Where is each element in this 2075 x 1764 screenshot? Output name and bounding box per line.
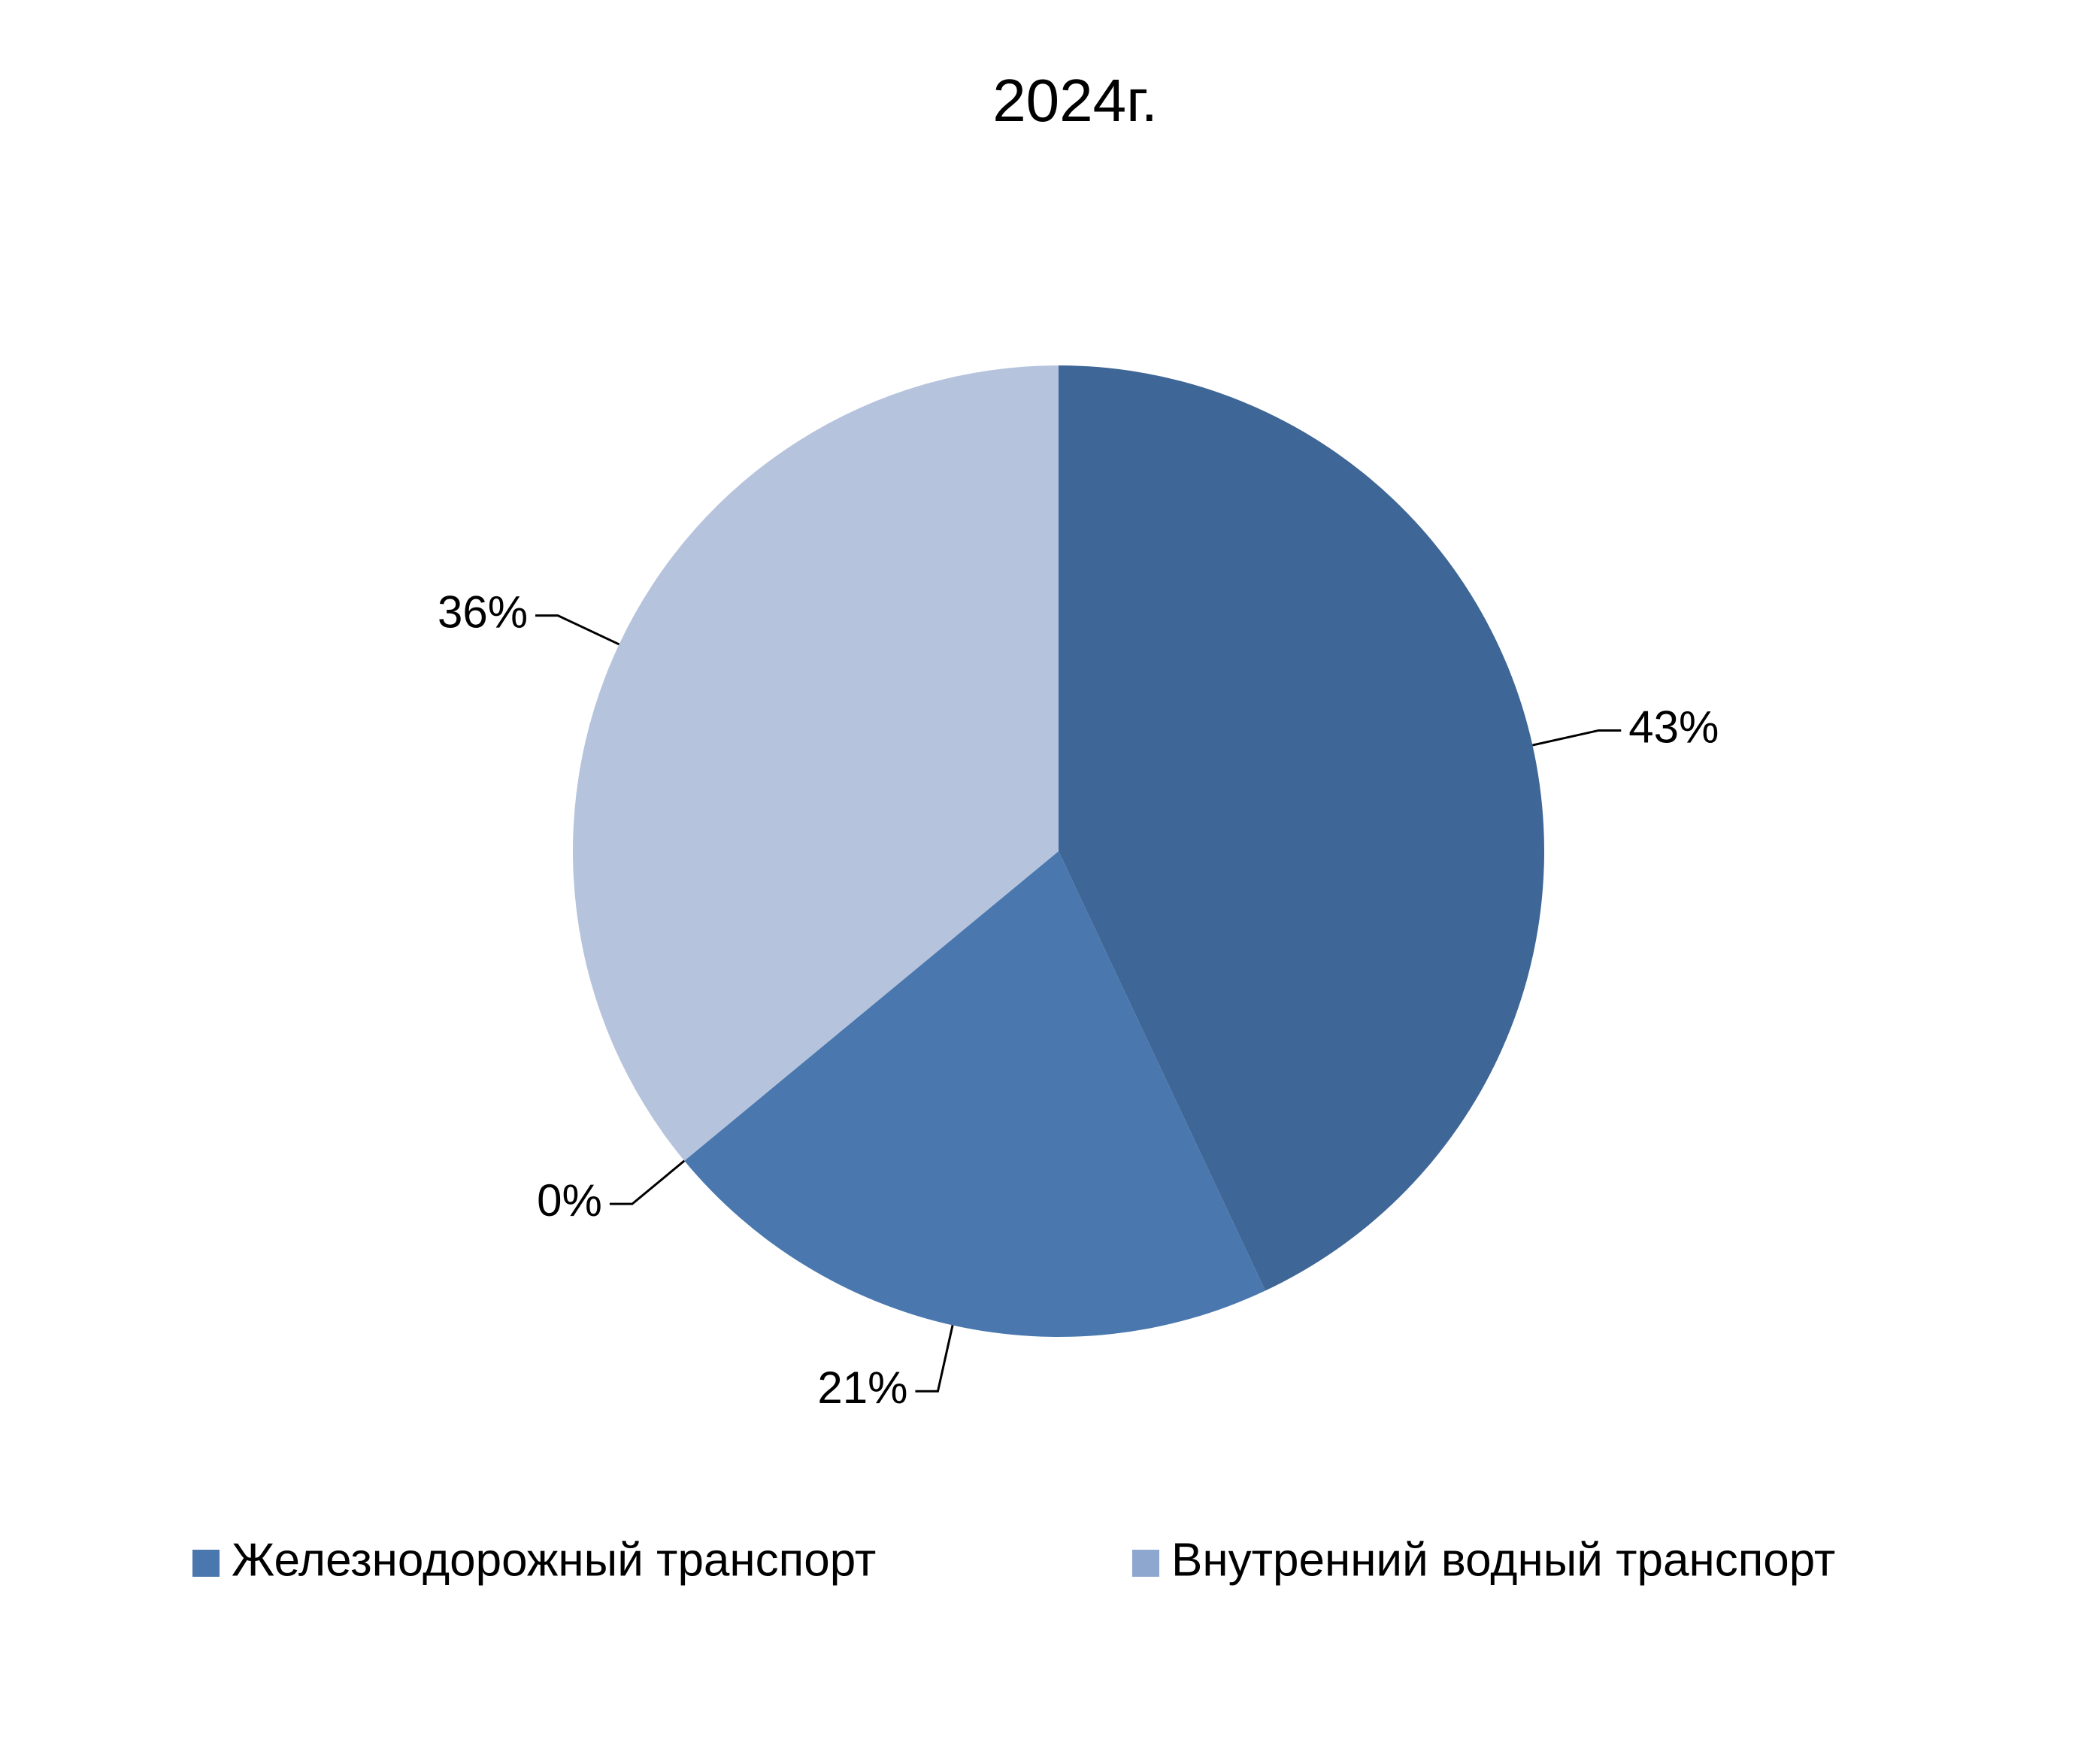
data-label: 36% (438, 586, 528, 637)
leader-line (915, 1325, 954, 1393)
pie-slice (684, 851, 1266, 1337)
leader-line (609, 1159, 686, 1205)
data-label: 21% (817, 1362, 907, 1413)
legend-swatch (1132, 1550, 1159, 1577)
data-label: 0% (537, 1175, 602, 1226)
pie-slice (572, 365, 1059, 1161)
legend-swatch (192, 1550, 220, 1577)
legend-label: Железнодорожный транспорт (232, 1534, 876, 1586)
legend-label: Внутренний водный транспорт (1171, 1534, 1835, 1586)
chart-title: 2024г. (992, 67, 1158, 134)
leader-line (535, 614, 620, 646)
leader-line (1532, 729, 1622, 747)
data-label: 43% (1628, 702, 1719, 752)
pie-slice (1059, 365, 1544, 1291)
